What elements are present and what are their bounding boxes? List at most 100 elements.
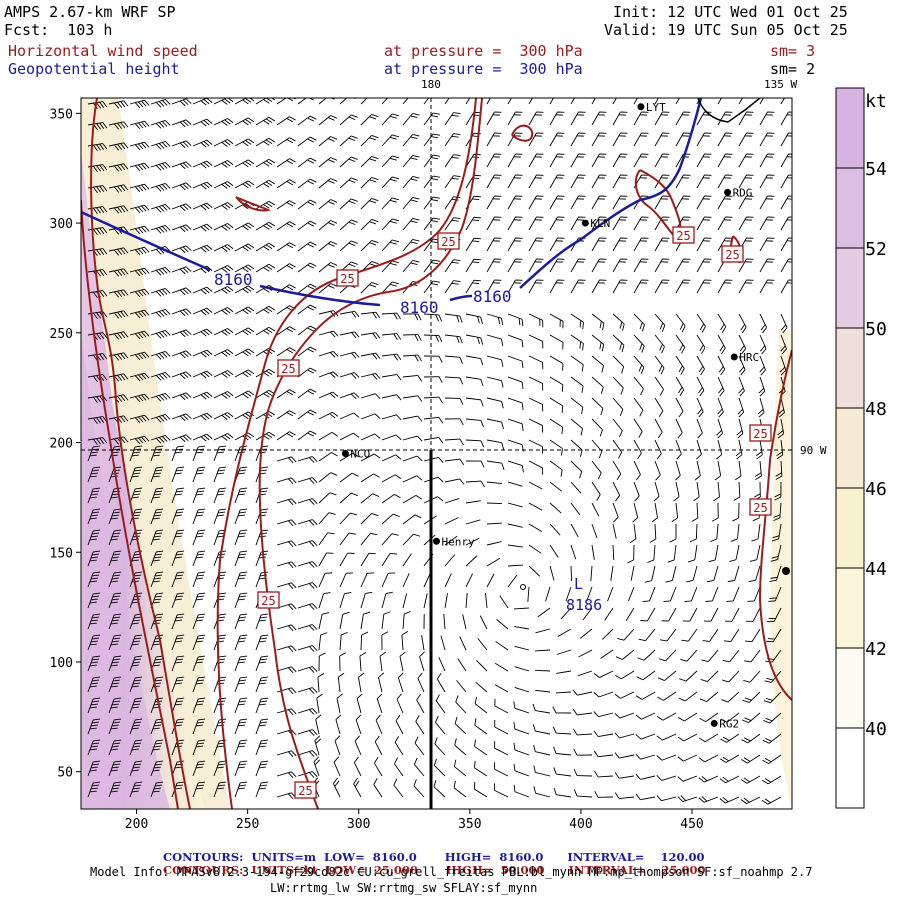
wind-barb: [402, 176, 420, 189]
wind-barb: [755, 439, 763, 460]
wind-barb: [150, 781, 164, 798]
wind-barb: [614, 792, 635, 799]
wind-barb: [192, 370, 213, 379]
wind-barb: [570, 111, 586, 126]
wind-barb: [316, 693, 323, 714]
wind-barb: [171, 245, 192, 254]
wind-barb: [635, 753, 656, 760]
wind-barb: [669, 523, 677, 543]
wind-barb: [360, 413, 381, 420]
wind-barb: [234, 739, 248, 756]
wind-barb: [192, 98, 213, 106]
wind-barb: [556, 691, 572, 694]
wind-barb: [318, 220, 338, 231]
colorbar-tick-label: 46: [865, 479, 887, 500]
colorbar-tick-label: 40: [865, 719, 887, 740]
wind-barb: [171, 434, 192, 443]
wind-barb: [717, 376, 725, 397]
wind-barb: [129, 676, 143, 693]
wind-barb: [759, 334, 767, 355]
wind-barb: [423, 416, 444, 424]
wind-barb: [573, 789, 593, 798]
wind-barb: [108, 592, 122, 609]
wind-barb: [549, 397, 564, 413]
wind-barb: [108, 676, 122, 693]
wind-barb: [549, 153, 565, 168]
wind-barb: [681, 628, 698, 642]
wind-barb: [591, 397, 604, 416]
wind-barb: [276, 624, 297, 632]
wind-barb: [213, 433, 234, 441]
wind-barb: [171, 676, 185, 693]
wind-barb: [453, 759, 467, 777]
wind-barb: [635, 793, 656, 801]
wind-barb: [612, 418, 623, 438]
wind-barb: [696, 132, 712, 147]
wind-barb: [297, 220, 317, 231]
wind-barb: [549, 544, 559, 558]
wind-barb: [749, 544, 761, 562]
wind-barb: [108, 529, 122, 546]
wind-barb: [401, 631, 409, 651]
wind-barb: [150, 445, 164, 462]
wind-barb: [297, 477, 318, 484]
wind-barb: [675, 439, 682, 460]
wind-barb: [297, 199, 317, 210]
wind-barb: [297, 325, 317, 336]
wind-barb: [615, 670, 635, 680]
wind-barb: [297, 304, 317, 315]
wind-barb: [339, 611, 350, 630]
wind-barb: [108, 571, 122, 588]
wind-barb: [255, 781, 269, 798]
wind-barb: [549, 258, 565, 273]
wind-barb: [423, 355, 443, 363]
wind-barb: [763, 691, 782, 704]
wind-barb: [192, 433, 213, 442]
wind-barb: [759, 237, 775, 252]
wind-barb: [234, 781, 248, 798]
wind-barb: [591, 258, 607, 273]
wind-barb: [337, 672, 345, 693]
wind-barb: [507, 544, 523, 548]
wind-barb: [87, 529, 101, 546]
wind-barb: [528, 565, 541, 577]
wind-barb: [402, 155, 420, 168]
wind-barb: [591, 502, 600, 517]
colorbar-tick-label: 54: [865, 159, 887, 180]
wind-barb: [633, 397, 644, 417]
wind-barb: [192, 760, 206, 777]
wind-barb: [591, 98, 596, 105]
wind-barb: [717, 174, 733, 189]
wind-barb: [535, 689, 551, 693]
svg-text:25: 25: [676, 229, 690, 243]
wind-barb: [759, 355, 766, 376]
wind-barb: [486, 111, 502, 126]
wind-barb: [582, 607, 593, 621]
wind-barb: [507, 237, 523, 252]
wind-barb: [381, 394, 402, 401]
wind-barb: [171, 119, 192, 128]
wind-barb: [591, 439, 603, 458]
wind-barb: [654, 439, 662, 460]
wind-barb: [276, 561, 297, 569]
wind-barb: [397, 672, 404, 693]
wind-barb: [737, 397, 745, 418]
wind-barb: [719, 754, 740, 763]
wind-barb: [87, 122, 108, 131]
colorbar: kt 54 52 50 48 46 44 42 40: [835, 87, 887, 809]
wind-barb: [667, 544, 677, 563]
wind-barb: [594, 790, 614, 798]
wind-barb: [675, 98, 680, 105]
wind-barb: [297, 456, 318, 463]
wind-barb: [486, 481, 502, 484]
wind-barb: [423, 217, 441, 231]
wind-barb: [171, 329, 192, 338]
station-label: RG2: [719, 717, 739, 730]
height-contour-label: 8160: [214, 270, 253, 289]
wind-barb: [528, 98, 533, 105]
wind-barb: [192, 223, 213, 232]
wind-barb: [419, 651, 425, 672]
wind-barb: [415, 715, 425, 735]
wind-barb: [255, 116, 276, 126]
y-tick-label: 250: [50, 327, 73, 342]
